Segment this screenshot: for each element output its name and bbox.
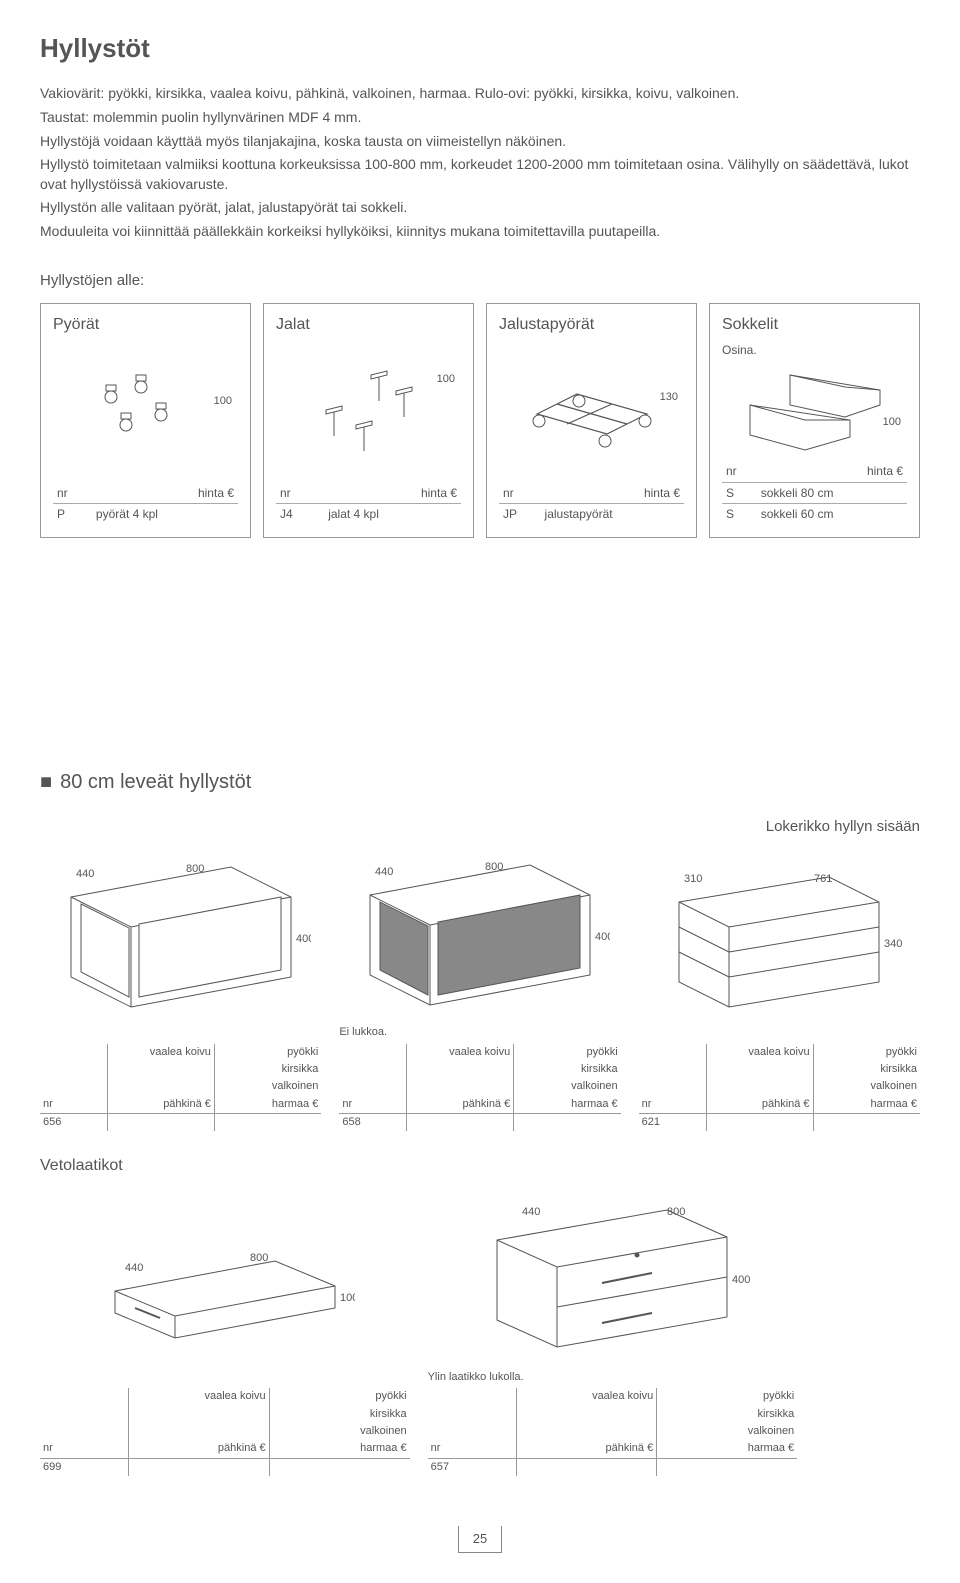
svg-text:800: 800 [250, 1252, 268, 1264]
products-row-1: 440 800 400 vaalea koivupyökki kirsikka … [40, 845, 920, 1131]
intro-line: Hyllystöjä voidaan käyttää myös tilanjak… [40, 132, 920, 152]
section-80cm-title: ■80 cm leveät hyllystöt [40, 768, 920, 796]
price-table: vaalea koivupyökki kirsikka valkoinen nr… [339, 1044, 620, 1132]
open-shelf-illustration: 440 800 400 [40, 847, 321, 1027]
intro-block: Vakiovärit: pyökki, kirsikka, vaalea koi… [40, 84, 920, 241]
page-number: 25 [40, 1526, 920, 1553]
price-table: nrhinta € Ppyörät 4 kpl [53, 483, 238, 526]
svg-text:400: 400 [595, 931, 610, 943]
price-table: vaalea koivupyökki kirsikka valkoinen nr… [428, 1388, 798, 1476]
alle-heading: Hyllystöjen alle: [40, 270, 920, 291]
dim-label: 100 [881, 415, 903, 430]
price-table: vaalea koivupyökki kirsikka valkoinen nr… [40, 1388, 410, 1476]
price-table: nrhinta € Ssokkeli 80 cm Ssokkeli 60 cm [722, 461, 907, 525]
intro-line: Taustat: molemmin puolin hyllynvärinen M… [40, 108, 920, 128]
base-wheels-illustration: 130 [499, 342, 684, 477]
svg-text:440: 440 [375, 866, 393, 878]
single-drawer-illustration: 440 800 100 [40, 1231, 410, 1371]
product-658: 440 800 400 Ei lukkoa. vaalea koivupyökk… [339, 845, 620, 1131]
legs-illustration: 100 [276, 342, 461, 477]
card-title: Jalat [276, 314, 461, 336]
dim-label: 100 [212, 394, 234, 409]
dim-label: 440 [76, 868, 94, 880]
card-title: Pyörät [53, 314, 238, 336]
page-title: Hyllystöt [40, 30, 920, 66]
dim-label: 130 [658, 390, 680, 405]
product-note: Ylin laatikko lukolla. [428, 1370, 798, 1385]
price-table: nrhinta € JPjalustapyörät [499, 483, 684, 526]
product-656: 440 800 400 vaalea koivupyökki kirsikka … [40, 847, 321, 1132]
intro-line: Moduuleita voi kiinnittää päällekkäin ko… [40, 222, 920, 242]
svg-text:800: 800 [667, 1206, 685, 1218]
product-621: 310 761 340 vaalea koivupyökki kirsikka … [639, 847, 920, 1132]
intro-line: Hyllystö toimitetaan valmiiksi koottuna … [40, 155, 920, 194]
wheels-illustration: 100 [53, 342, 238, 477]
double-drawer-illustration: 440 800 400 [428, 1190, 798, 1370]
product-699: 440 800 100 vaalea koivupyökki kirsikka … [40, 1231, 410, 1476]
svg-text:761: 761 [814, 873, 832, 885]
dim-label: 100 [435, 372, 457, 387]
svg-text:340: 340 [884, 938, 902, 950]
card-title: Jalustapyörät [499, 314, 684, 336]
svg-text:800: 800 [485, 861, 503, 873]
cards-row: Pyörät 100 nrhinta € Ppyörät 4 kpl Jalat [40, 303, 920, 539]
product-657: 440 800 400 Ylin laatikko lukolla. vaale… [428, 1190, 798, 1476]
price-table: vaalea koivupyökki kirsikka valkoinen nr… [639, 1044, 920, 1132]
intro-line: Hyllystön alle valitaan pyörät, jalat, j… [40, 198, 920, 218]
products-row-2: 440 800 100 vaalea koivupyökki kirsikka … [40, 1190, 920, 1476]
card-title: Sokkelit [722, 314, 907, 336]
square-bullet-icon: ■ [40, 771, 52, 793]
plinth-illustration: 100 [722, 365, 907, 455]
svg-text:400: 400 [732, 1274, 750, 1286]
dim-label: 800 [186, 863, 204, 875]
product-note [40, 1027, 321, 1041]
rolldoor-shelf-illustration: 440 800 400 [339, 845, 620, 1025]
price-table: nrhinta € J4jalat 4 kpl [276, 483, 461, 526]
card-jalustapyorat: Jalustapyörät 130 nrhinta € JPjalustapyö… [486, 303, 697, 539]
lokerikko-label: Lokerikko hyllyn sisään [40, 816, 920, 837]
svg-text:440: 440 [522, 1206, 540, 1218]
card-sub: Osina. [722, 342, 907, 359]
intro-line: Vakiovärit: pyökki, kirsikka, vaalea koi… [40, 84, 920, 104]
product-note [639, 1027, 920, 1041]
product-note: Ei lukkoa. [339, 1025, 620, 1040]
svg-text:100: 100 [340, 1292, 355, 1304]
shelf-insert-illustration: 310 761 340 [639, 847, 920, 1027]
svg-text:440: 440 [125, 1262, 143, 1274]
dim-label: 400 [296, 933, 311, 945]
card-pyorat: Pyörät 100 nrhinta € Ppyörät 4 kpl [40, 303, 251, 539]
svg-text:310: 310 [684, 873, 702, 885]
card-sokkelit: Sokkelit Osina. 100 nrhinta € Ssokkeli 8… [709, 303, 920, 539]
product-note [40, 1371, 410, 1385]
card-jalat: Jalat 100 nrhinta € J4jalat 4 kpl [263, 303, 474, 539]
vetolaatikot-heading: Vetolaatikot [40, 1155, 920, 1177]
price-table: vaalea koivupyökki kirsikka valkoinen nr… [40, 1044, 321, 1132]
